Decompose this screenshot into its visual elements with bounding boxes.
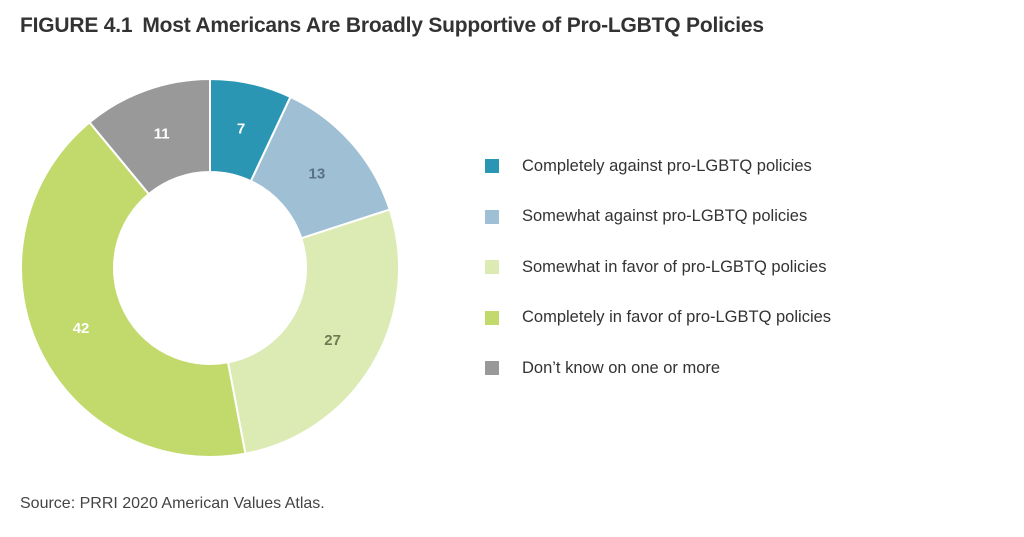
data-label-completely-against: 7 [237,120,245,137]
slice-dont-know [88,78,211,196]
legend: Completely against pro-LGBTQ policies So… [485,141,831,394]
figure-title-text: Most Americans Are Broadly Supportive of… [142,14,764,37]
legend-label-somewhat-in-favor: Somewhat in favor of pro-LGBTQ policies [522,257,827,276]
legend-swatch-somewhat-in-favor [485,260,499,275]
legend-item-somewhat-against: Somewhat against pro-LGBTQ policies [485,192,831,243]
legend-swatch-completely-against [485,159,499,174]
legend-label-dont-know: Don’t know on one or more [522,358,721,377]
data-label-somewhat-in-favor: 27 [324,332,341,349]
legend-swatch-dont-know [485,361,499,376]
data-label-dont-know: 11 [154,125,170,142]
data-label-somewhat-against: 13 [309,165,326,182]
legend-label-completely-in-favor: Completely in favor of pro-LGBTQ policie… [522,308,832,327]
legend-swatch-somewhat-against [485,209,499,224]
legend-item-completely-against: Completely against pro-LGBTQ policies [485,141,831,192]
legend-swatch-completely-in-favor [485,310,499,325]
data-label-completely-in-favor: 42 [73,320,90,337]
legend-item-somewhat-in-favor: Somewhat in favor of pro-LGBTQ policies [485,242,831,293]
legend-item-dont-know: Don’t know on one or more [485,343,831,394]
figure-title: FIGURE 4.1 Most Americans Are Broadly Sup… [20,14,764,38]
legend-label-completely-against: Completely against pro-LGBTQ policies [522,156,812,175]
legend-label-somewhat-against: Somewhat against pro-LGBTQ policies [522,207,808,226]
figure-number: FIGURE 4.1 [20,14,133,37]
slice-completely-in-favor [20,121,247,458]
source-note: Source: PRRI 2020 American Values Atlas. [20,495,325,512]
legend-item-completely-in-favor: Completely in favor of pro-LGBTQ policie… [485,293,831,344]
slice-somewhat-in-favor [226,208,400,455]
